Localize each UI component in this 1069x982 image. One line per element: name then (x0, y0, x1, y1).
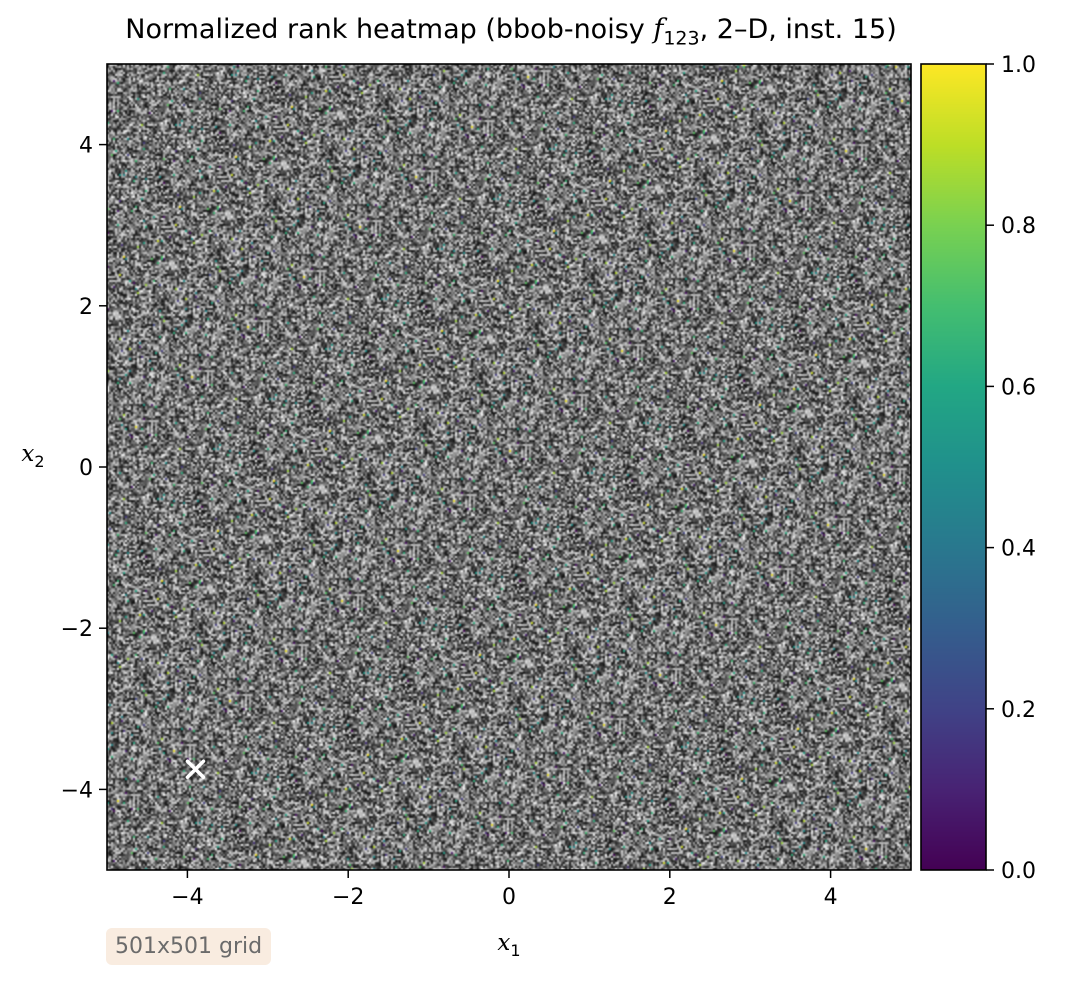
x-axis-label: x1 (497, 930, 520, 960)
colorbar-tick-label: 0.4 (1001, 537, 1036, 562)
colorbar-gradient (921, 64, 986, 870)
colorbar-tick-label: 0.8 (1001, 214, 1036, 239)
colorbar-tick-label: 1.0 (1001, 53, 1036, 78)
y-tick-label: −4 (61, 778, 93, 803)
x-axis-ticks: −4 −2 0 2 4 (171, 870, 838, 910)
heatmap-image (107, 64, 911, 870)
y-tick-label: 2 (79, 295, 93, 320)
colorbar-tick-label: 0.6 (1001, 375, 1036, 400)
y-tick-label: 4 (79, 134, 93, 159)
grid-size-annotation: 501x501 grid (106, 928, 272, 965)
chart-title: Normalized rank heatmap (bbob-noisy f123… (125, 14, 897, 50)
y-tick-label: −2 (61, 617, 93, 642)
x-tick-label: 2 (663, 885, 677, 910)
colorbar-tick-label: 0.2 (1001, 698, 1036, 723)
colorbar-frame (920, 63, 987, 871)
optimum-marker (185, 759, 206, 779)
colorbar-tick-label: 0.0 (1001, 859, 1036, 884)
y-tick-label: 0 (79, 456, 93, 481)
plot-frame (106, 63, 912, 871)
x-tick-label: 0 (502, 885, 516, 910)
x-tick-label: −4 (171, 885, 203, 910)
colorbar-ticks: 0.0 0.2 0.4 0.6 0.8 1.0 (986, 53, 1036, 884)
marker-stroke (185, 759, 206, 779)
x-tick-label: −2 (332, 885, 364, 910)
y-axis-label: x2 (21, 441, 44, 471)
x-tick-label: 4 (824, 885, 838, 910)
y-axis-ticks: −4 −2 0 2 4 (61, 134, 107, 803)
